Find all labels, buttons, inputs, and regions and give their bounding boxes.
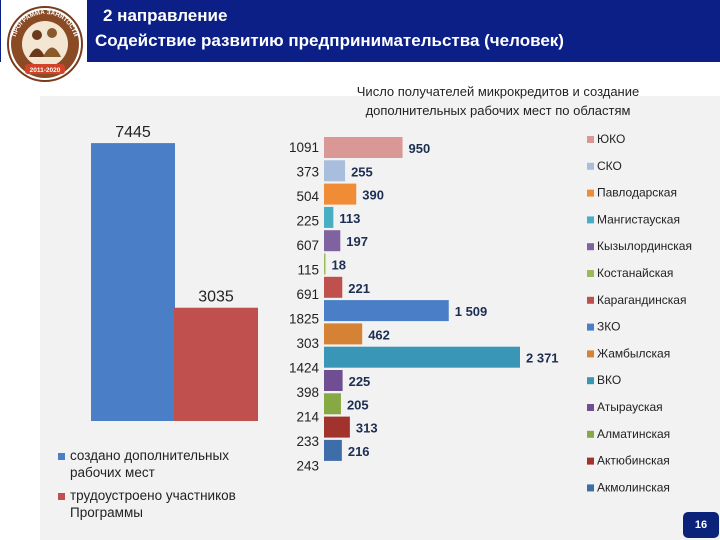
region-left-number-1: 1091 <box>289 140 319 155</box>
region-bar-8 <box>324 300 449 322</box>
slide-header: ПРОГРАММА ЗАНЯТОСТИ 2011-2020 2 направле… <box>0 0 720 92</box>
region-left-number-6: 115 <box>297 263 319 278</box>
region-bar-14 <box>324 439 342 461</box>
total-legend-label-2: трудоустроено участников Программы <box>70 488 236 520</box>
region-value-label-6: 18 <box>332 258 346 273</box>
region-bar-4 <box>324 206 334 228</box>
region-left-number-7: 691 <box>296 287 319 302</box>
region-legend-label-7: Карагандинская <box>597 293 686 307</box>
region-bar-10 <box>324 346 520 368</box>
total-bar-1 <box>91 143 175 421</box>
region-legend-swatch-6 <box>587 270 594 277</box>
program-logo: ПРОГРАММА ЗАНЯТОСТИ 2011-2020 <box>1 0 87 90</box>
region-bar-12 <box>324 393 341 415</box>
region-legend-label-3: Павлодарская <box>597 186 677 200</box>
logo-years: 2011-2020 <box>30 67 61 74</box>
region-legend-label-8: ЗКО <box>597 320 620 334</box>
region-value-label-3: 390 <box>362 188 384 203</box>
region-legend-label-13: Актюбинская <box>597 454 670 468</box>
region-bar-9 <box>324 323 363 345</box>
region-legend-swatch-4 <box>587 216 594 224</box>
header-band <box>0 0 720 62</box>
region-legend-label-4: Мангистауская <box>597 212 680 226</box>
logo-emblem-icon: ПРОГРАММА ЗАНЯТОСТИ 2011-2020 <box>7 6 83 82</box>
region-bar-13 <box>324 416 350 438</box>
region-left-number-10: 1424 <box>289 361 320 376</box>
region-bar-3 <box>324 183 357 205</box>
region-value-label-10: 2 371 <box>526 351 559 366</box>
region-legend-swatch-14 <box>587 484 594 492</box>
region-legend-swatch-7 <box>587 296 594 304</box>
region-value-label-2: 255 <box>351 164 373 179</box>
region-legend-label-1: ЮКО <box>597 132 625 146</box>
region-value-label-13: 313 <box>356 421 378 436</box>
region-legend-label-6: Костанайская <box>597 266 673 280</box>
region-legend-swatch-12 <box>587 430 594 438</box>
region-value-label-8: 1 509 <box>455 304 488 319</box>
region-legend-label-12: Алматинская <box>597 427 670 441</box>
region-value-label-14: 216 <box>348 444 370 459</box>
region-legend-swatch-2 <box>587 162 594 170</box>
region-left-number-14: 243 <box>296 459 319 474</box>
region-legend-swatch-9 <box>587 350 594 358</box>
region-bar-5 <box>324 230 341 252</box>
region-legend-swatch-3 <box>587 189 594 197</box>
region-left-number-11: 398 <box>296 385 319 400</box>
region-legend-swatch-1 <box>587 136 594 143</box>
region-legend-swatch-8 <box>587 323 594 331</box>
region-bar-7 <box>324 276 343 298</box>
region-legend-label-2: СКО <box>597 159 622 173</box>
total-legend-swatch-2 <box>58 493 65 500</box>
region-bar-1 <box>324 137 403 158</box>
region-value-label-5: 197 <box>346 234 368 249</box>
region-left-number-2: 373 <box>296 165 319 180</box>
regional-chart-title: Число получателей микрокредитов и создан… <box>356 84 640 118</box>
region-left-number-9: 303 <box>296 336 319 351</box>
region-legend-swatch-13 <box>587 457 594 465</box>
total-value-label-2: 3035 <box>198 289 234 306</box>
region-legend-label-10: ВКО <box>597 373 621 387</box>
region-bar-11 <box>324 370 343 391</box>
total-bar-2 <box>174 307 258 421</box>
region-left-number-4: 225 <box>296 214 319 229</box>
region-legend-label-14: Акмолинская <box>597 480 670 494</box>
region-value-label-4: 113 <box>339 211 360 226</box>
region-value-label-12: 205 <box>347 397 369 412</box>
region-legend-swatch-10 <box>587 377 594 385</box>
total-legend-label-1: создано дополнительных рабочих мест <box>70 448 229 480</box>
region-value-label-9: 462 <box>368 327 390 342</box>
total-legend-swatch-1 <box>58 453 65 460</box>
region-value-label-7: 221 <box>348 281 370 296</box>
slide-title-line2: Содействие развитию предпринимательства … <box>95 31 564 50</box>
region-left-number-12: 214 <box>296 410 319 425</box>
region-value-label-1: 950 <box>409 141 431 156</box>
region-value-label-11: 225 <box>349 374 371 389</box>
region-left-number-13: 233 <box>296 434 319 449</box>
region-bar-2 <box>324 160 346 182</box>
page-number-badge: 16 <box>683 512 719 538</box>
region-legend-swatch-5 <box>587 243 594 251</box>
region-left-number-8: 1825 <box>289 312 319 327</box>
region-bar-6 <box>324 253 326 275</box>
slide-title-line1: 2 направление <box>103 6 228 25</box>
region-legend-label-5: Кызылординская <box>597 239 692 253</box>
region-left-number-3: 504 <box>296 189 319 204</box>
region-legend-label-9: Жамбылская <box>597 346 670 360</box>
region-legend-label-11: Атырауская <box>597 400 663 414</box>
region-left-number-5: 607 <box>296 238 319 253</box>
region-legend-swatch-11 <box>587 404 594 411</box>
total-value-label-1: 7445 <box>115 124 151 141</box>
